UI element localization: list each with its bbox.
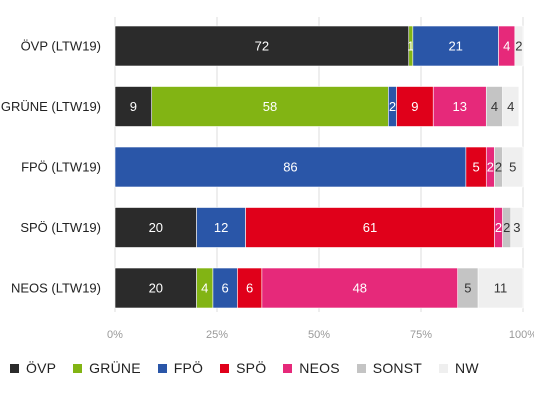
data-label: 2 bbox=[503, 220, 510, 235]
data-label: 2 bbox=[389, 99, 396, 114]
category-label: SPÖ (LTW19) bbox=[20, 220, 101, 235]
tick-label: 75% bbox=[410, 329, 432, 341]
data-label: 72 bbox=[255, 39, 269, 54]
data-label: 2 bbox=[495, 220, 502, 235]
legend-label: FPÖ bbox=[173, 360, 204, 376]
legend-item: FPÖ bbox=[157, 360, 204, 376]
bar-segment bbox=[114, 267, 197, 309]
legend-label: GRÜNE bbox=[89, 360, 141, 376]
bar-segment bbox=[212, 267, 238, 309]
legend-label: ÖVP bbox=[26, 360, 57, 376]
category-label: FPÖ (LTW19) bbox=[21, 160, 101, 175]
bars-group: 72 1 21 4 29 58 2 9 13 4 486 5 2 2 520 12 61 2 2 320 4 6 6 48 5 1… bbox=[114, 25, 524, 309]
legend-swatch bbox=[283, 363, 293, 373]
data-label: 1 bbox=[407, 39, 414, 54]
data-label: 4 bbox=[503, 39, 510, 54]
data-label: 21 bbox=[448, 39, 462, 54]
legend-swatch bbox=[220, 363, 230, 373]
legend-swatch bbox=[10, 363, 19, 373]
data-label: 2 bbox=[495, 160, 502, 175]
data-label: 11 bbox=[494, 281, 508, 296]
category-label: NEOS (LTW19) bbox=[11, 281, 101, 296]
legend-swatch bbox=[73, 363, 83, 373]
data-label: 4 bbox=[491, 99, 498, 114]
bar-segment bbox=[510, 207, 524, 248]
tick-label: 25% bbox=[206, 329, 228, 341]
data-label: 58 bbox=[263, 99, 277, 114]
data-label: 48 bbox=[353, 281, 367, 296]
bar-segment bbox=[245, 207, 495, 248]
bar-segment bbox=[261, 267, 459, 309]
category-label: GRÜNE (LTW19) bbox=[1, 99, 101, 114]
bar-segment bbox=[477, 267, 524, 309]
bar-segment bbox=[514, 25, 524, 67]
data-label: 9 bbox=[130, 99, 137, 114]
tick-label: 0% bbox=[107, 329, 123, 341]
data-label: 20 bbox=[149, 281, 163, 296]
data-label: 20 bbox=[149, 220, 163, 235]
data-label: 6 bbox=[246, 281, 253, 296]
legend-swatch bbox=[157, 363, 167, 373]
data-label: 13 bbox=[453, 99, 467, 114]
legend-item: SPÖ bbox=[220, 360, 266, 376]
data-label: 12 bbox=[214, 220, 228, 235]
data-label: 5 bbox=[472, 160, 479, 175]
data-label: 4 bbox=[201, 281, 208, 296]
data-label: 61 bbox=[363, 220, 377, 235]
legend-item: GRÜNE bbox=[73, 360, 141, 376]
data-label: 2 bbox=[515, 39, 522, 54]
tick-label: 100% bbox=[509, 329, 534, 341]
legend-label: SPÖ bbox=[236, 360, 267, 376]
data-label: 9 bbox=[411, 99, 418, 114]
bar-segment bbox=[151, 86, 389, 127]
legend-label: NW bbox=[455, 360, 479, 376]
legend-item: SONST bbox=[356, 360, 423, 376]
bar-segment bbox=[196, 207, 246, 248]
legend: ÖVP GRÜNE FPÖ SPÖ NEOS SONST NW bbox=[10, 358, 530, 378]
legend-swatch bbox=[356, 363, 366, 373]
tick-label: 50% bbox=[308, 329, 330, 341]
data-label: 3 bbox=[513, 220, 520, 235]
data-label: 5 bbox=[509, 160, 516, 175]
bar-segment bbox=[114, 25, 410, 67]
bar-segment bbox=[114, 86, 153, 127]
bar-segment bbox=[237, 267, 263, 309]
legend-swatch bbox=[439, 363, 449, 373]
x-axis-ticks: 0% 25% 50% 75% 100% bbox=[107, 329, 534, 341]
data-label: 5 bbox=[464, 281, 471, 296]
legend-item: NW bbox=[439, 360, 479, 376]
data-label: 6 bbox=[222, 281, 229, 296]
bar-segment bbox=[396, 86, 434, 127]
data-label: 86 bbox=[283, 160, 297, 175]
legend-item: ÖVP bbox=[10, 360, 56, 376]
category-labels: ÖVP (LTW19) GRÜNE (LTW19) FPÖ (LTW19) SPÖ (… bbox=[1, 39, 101, 296]
bar-segment bbox=[432, 86, 487, 127]
legend-item: NEOS bbox=[283, 360, 340, 376]
legend-label: SONST bbox=[372, 360, 423, 376]
data-label: 4 bbox=[507, 99, 514, 114]
category-label: ÖVP (LTW19) bbox=[21, 39, 101, 54]
data-label: 2 bbox=[487, 160, 494, 175]
bar-segment bbox=[114, 146, 467, 188]
bar-segment bbox=[502, 86, 520, 127]
bar-segment bbox=[412, 25, 499, 67]
bar-segment bbox=[502, 146, 524, 188]
legend-label: NEOS bbox=[299, 360, 340, 376]
